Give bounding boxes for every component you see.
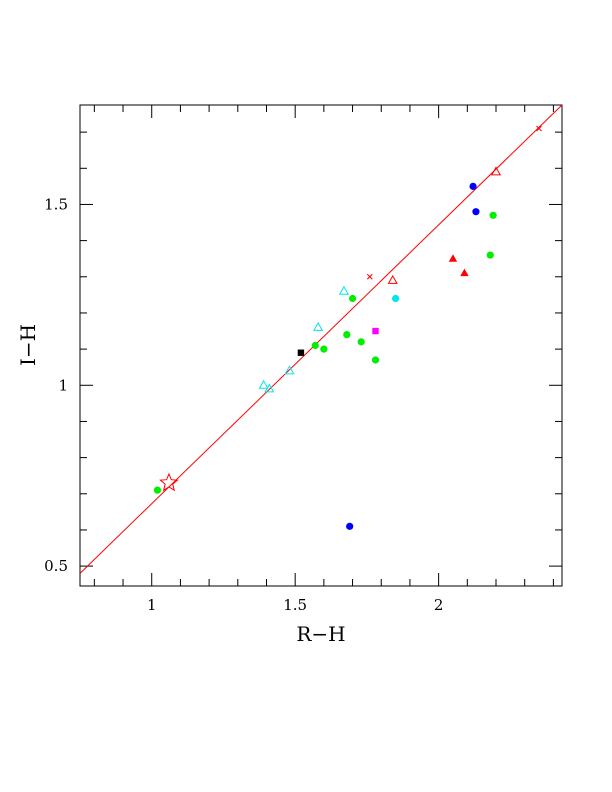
plot-frame [79, 104, 563, 587]
y-tick-label: 1.5 [44, 195, 68, 213]
data-point [311, 341, 319, 350]
data-point [264, 383, 275, 393]
data-point [371, 356, 380, 364]
y-axis-label: I−H [16, 324, 40, 366]
data-point [258, 379, 269, 389]
x-tick-label: 2 [434, 596, 444, 614]
data-point [490, 166, 502, 176]
x-tick-label: 1 [147, 596, 157, 614]
data-point [489, 211, 497, 219]
data-point [284, 365, 295, 375]
data-point [536, 125, 542, 132]
data-point [391, 294, 400, 303]
data-point [313, 321, 324, 331]
data-point [387, 274, 398, 284]
x-axis-label: R−H [296, 622, 345, 646]
y-tick-label: 1 [58, 376, 68, 394]
data-point [372, 327, 379, 335]
data-point [348, 294, 357, 303]
data-point [297, 349, 305, 356]
x-tick-label: 1.5 [283, 596, 307, 614]
data-point [472, 208, 480, 216]
reference-line [79, 104, 563, 574]
data-points [153, 125, 542, 530]
axis-tick-labels: 1 1.5 2 0.5 1 1.5 [44, 195, 443, 614]
data-point [343, 331, 351, 339]
data-point [366, 273, 373, 280]
data-point [486, 251, 494, 259]
data-point [320, 345, 328, 353]
axis-ticks [80, 105, 562, 586]
data-point [153, 486, 162, 494]
data-point [469, 182, 477, 190]
data-point [159, 472, 179, 492]
data-point [338, 285, 350, 295]
y-tick-label: 0.5 [44, 557, 68, 575]
data-point [448, 254, 458, 262]
data-point [346, 522, 354, 530]
data-point [460, 268, 469, 277]
data-point [357, 338, 365, 346]
